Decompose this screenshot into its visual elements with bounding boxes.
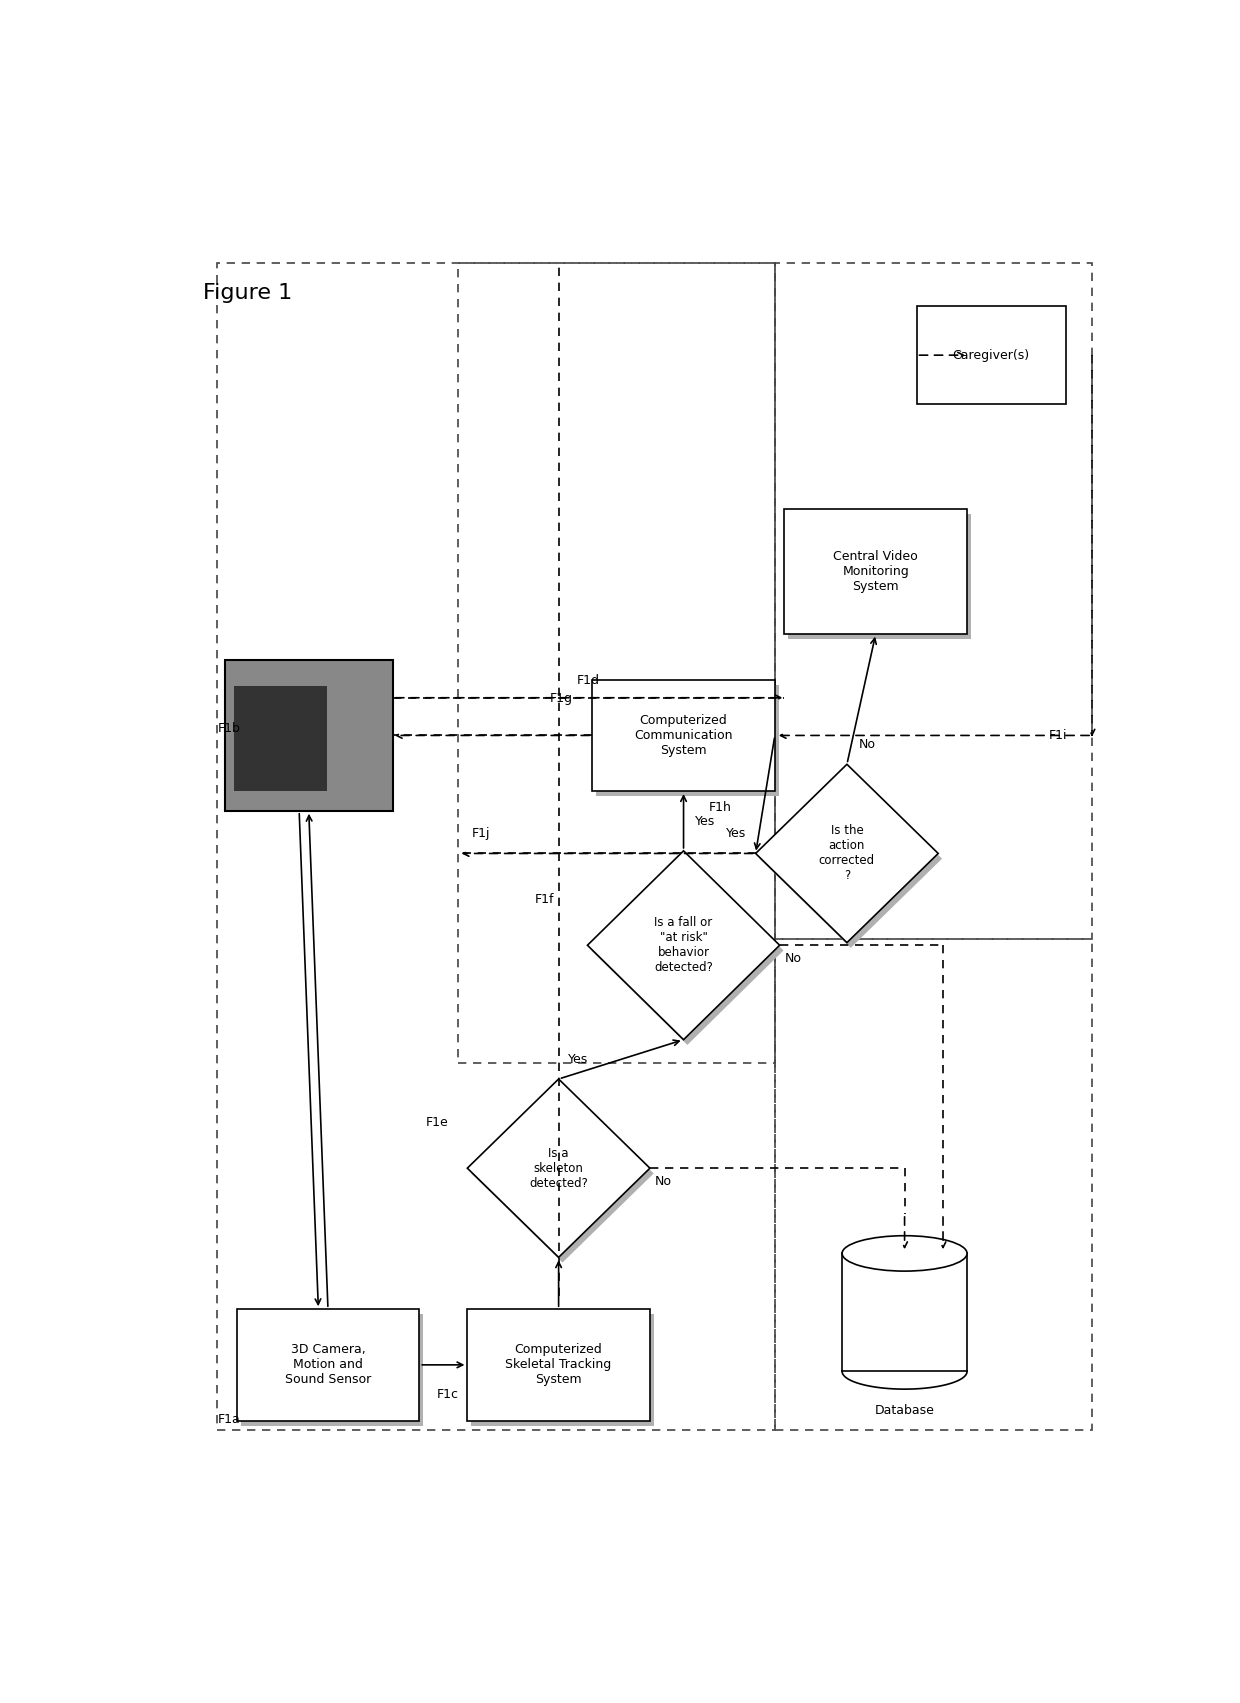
FancyBboxPatch shape	[471, 1315, 653, 1425]
Text: Yes: Yes	[725, 828, 746, 840]
Text: F1h: F1h	[709, 800, 732, 814]
Text: Caregiver(s): Caregiver(s)	[952, 349, 1029, 361]
FancyBboxPatch shape	[596, 685, 779, 797]
Text: Yes: Yes	[568, 1052, 589, 1066]
Text: Figure 1: Figure 1	[203, 283, 293, 303]
Text: F1f: F1f	[534, 892, 554, 906]
Text: F1e: F1e	[425, 1115, 448, 1129]
Text: F1j: F1j	[472, 828, 491, 840]
Text: No: No	[655, 1175, 672, 1187]
Text: No: No	[858, 737, 875, 751]
Polygon shape	[591, 857, 784, 1046]
FancyBboxPatch shape	[237, 1310, 419, 1420]
Polygon shape	[588, 852, 780, 1039]
Text: F1d: F1d	[577, 674, 600, 688]
Ellipse shape	[842, 1236, 967, 1270]
Text: Central Video
Monitoring
System: Central Video Monitoring System	[833, 550, 918, 593]
Text: Yes: Yes	[696, 814, 715, 828]
FancyBboxPatch shape	[224, 661, 393, 811]
Bar	[842, 1253, 967, 1371]
Text: F1g: F1g	[551, 693, 573, 705]
Text: Is a
skeleton
detected?: Is a skeleton detected?	[529, 1146, 588, 1190]
Text: No: No	[785, 952, 801, 966]
FancyBboxPatch shape	[241, 1315, 423, 1425]
Text: Computerized
Communication
System: Computerized Communication System	[635, 714, 733, 756]
FancyBboxPatch shape	[593, 679, 775, 792]
Text: 3D Camera,
Motion and
Sound Sensor: 3D Camera, Motion and Sound Sensor	[285, 1344, 371, 1386]
Polygon shape	[471, 1085, 653, 1262]
Text: Is a fall or
"at risk"
behavior
detected?: Is a fall or "at risk" behavior detected…	[655, 916, 713, 974]
Text: Database: Database	[874, 1405, 935, 1417]
FancyBboxPatch shape	[916, 307, 1065, 404]
Text: F1c: F1c	[438, 1388, 459, 1402]
Text: F1a: F1a	[217, 1413, 241, 1427]
FancyBboxPatch shape	[234, 686, 327, 792]
FancyBboxPatch shape	[785, 509, 967, 634]
Polygon shape	[759, 770, 942, 949]
Text: F1i: F1i	[1049, 729, 1068, 743]
Text: F1b: F1b	[217, 722, 241, 736]
Text: Is the
action
corrected
?: Is the action corrected ?	[818, 824, 875, 882]
Text: Computerized
Skeletal Tracking
System: Computerized Skeletal Tracking System	[506, 1344, 611, 1386]
FancyBboxPatch shape	[467, 1310, 650, 1420]
Polygon shape	[467, 1080, 650, 1257]
FancyBboxPatch shape	[789, 514, 971, 639]
Polygon shape	[755, 765, 939, 943]
